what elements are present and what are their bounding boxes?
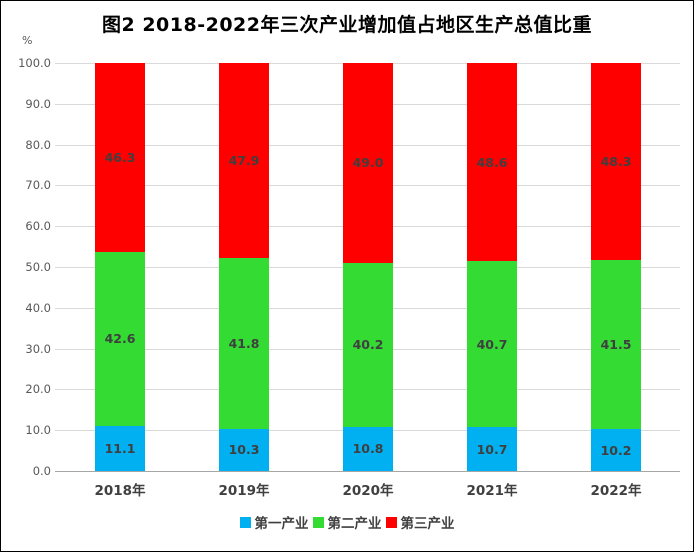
bar-value-label: 10.8 [352, 441, 384, 457]
y-axis-tick-label: 40.0 [25, 300, 51, 315]
bar-segment: 40.7 [467, 261, 517, 428]
bar-value-label: 41.8 [228, 336, 260, 352]
legend-swatch [312, 516, 324, 528]
bar-segment: 47.9 [219, 63, 269, 259]
x-axis-label: 2021年 [466, 483, 518, 499]
x-axis-label: 2022年 [590, 483, 642, 499]
bar-value-label: 46.3 [104, 149, 136, 165]
bar-segment: 48.3 [591, 63, 641, 261]
bar-segment: 40.2 [343, 262, 393, 427]
x-axis-label: 2018年 [94, 483, 146, 499]
bar-segment: 41.8 [219, 258, 269, 429]
y-axis-tick-label: 20.0 [25, 382, 51, 397]
bar-value-label: 10.3 [228, 442, 260, 458]
legend-item: 第二产业 [312, 512, 382, 532]
bar-segment: 41.5 [591, 260, 641, 430]
bar-value-label: 48.3 [600, 154, 632, 170]
y-axis-unit-label: % [22, 34, 33, 47]
y-axis-tick-label: 100.0 [18, 56, 51, 70]
bar-value-label: 10.7 [476, 441, 508, 457]
chart-title: 图2 2018-2022年三次产业增加值占地区生产总值比重 [102, 14, 592, 36]
y-axis-tick-label: 10.0 [25, 423, 51, 438]
bar-value-label: 47.9 [228, 153, 260, 169]
bar-segment: 10.8 [343, 426, 393, 471]
y-axis-tick-label: 0.0 [32, 464, 51, 478]
bar-value-label: 10.2 [600, 442, 632, 458]
bar-value-label: 40.2 [352, 337, 384, 353]
y-axis-tick-label: 70.0 [25, 178, 51, 193]
y-axis-tick-label: 50.0 [25, 260, 51, 274]
x-axis-label: 2019年 [218, 483, 270, 499]
bar-segment: 10.2 [591, 429, 641, 471]
x-axis-label: 2020年 [342, 483, 394, 499]
y-axis-tick-label: 90.0 [25, 96, 51, 111]
y-axis-tick-label: 60.0 [25, 219, 51, 234]
legend-label: 第二产业 [327, 516, 382, 532]
x-axis-line [55, 471, 680, 472]
bar-value-label: 49.0 [352, 155, 384, 171]
bar-segment: 48.6 [467, 63, 517, 262]
bar-segment: 46.3 [95, 63, 145, 252]
bar-segment: 49.0 [343, 63, 393, 263]
bar-segment: 10.7 [467, 427, 517, 471]
bar-segment: 42.6 [95, 251, 145, 426]
bar-value-label: 48.6 [476, 154, 508, 170]
y-axis-tick-label: 80.0 [25, 137, 51, 152]
legend-label: 第一产业 [254, 516, 309, 532]
bar-segment: 11.1 [95, 425, 145, 471]
legend-label: 第三产业 [400, 516, 455, 532]
legend-item: 第一产业 [239, 512, 309, 532]
bar-value-label: 42.6 [104, 331, 136, 347]
legend: 第一产业 第二产业 第三产业 [1, 512, 693, 532]
bar-value-label: 11.1 [104, 440, 136, 456]
legend-item: 第三产业 [385, 512, 455, 532]
bar-segment: 10.3 [219, 428, 269, 471]
legend-swatch [385, 516, 397, 528]
legend-swatch [239, 516, 251, 528]
y-axis-tick-label: 30.0 [25, 341, 51, 356]
bar-value-label: 41.5 [600, 337, 632, 353]
bar-value-label: 40.7 [476, 336, 508, 352]
